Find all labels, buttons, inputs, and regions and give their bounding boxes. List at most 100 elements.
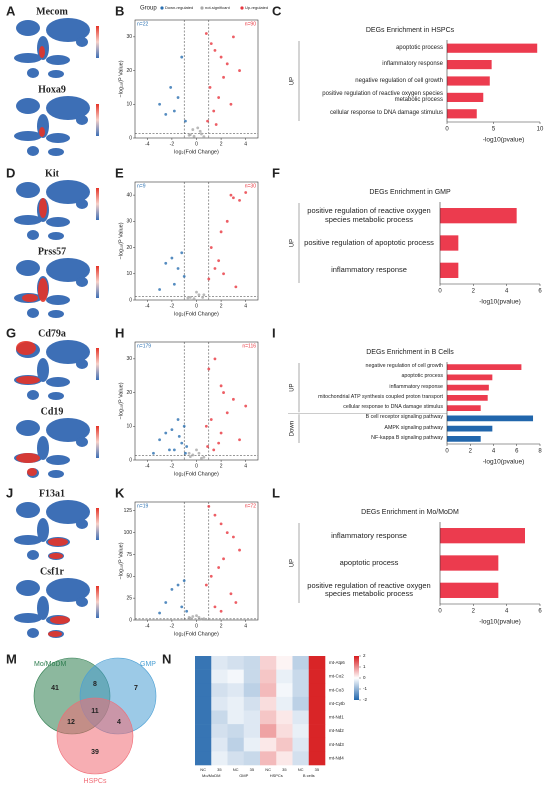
panel-label: B (115, 3, 124, 18)
heatmap-cell (195, 683, 212, 698)
point (209, 418, 213, 421)
point (197, 293, 201, 297)
x-axis-label: log₂(Fold Change) (174, 631, 219, 637)
heatmap-cell (260, 737, 277, 752)
point (234, 601, 238, 604)
point (232, 35, 235, 39)
point (180, 251, 184, 255)
y-tick-label: 25 (126, 595, 132, 601)
bar (440, 262, 459, 278)
heatmap-cell (195, 710, 212, 725)
label-box: negative regulation of cell growth (366, 363, 443, 369)
umap-expression (27, 468, 37, 476)
point (200, 132, 203, 136)
heatmap-cell (211, 683, 228, 698)
heatmap-cell (292, 710, 310, 725)
column-label: NC (233, 767, 239, 772)
y-tick-label: 0 (129, 135, 132, 141)
y-axis-label: −log₁₀(P Value) (118, 222, 124, 259)
heatmap-cell (227, 710, 245, 725)
x-tick-label: 0 (445, 449, 449, 455)
umap-cluster (76, 597, 88, 607)
heatmap-cell (243, 737, 261, 752)
bar (440, 208, 517, 224)
umap-expression (48, 631, 62, 637)
point (234, 285, 238, 289)
point (229, 592, 233, 596)
plot-frame (134, 19, 259, 139)
y-tick-label: 40 (126, 192, 132, 198)
point (184, 119, 187, 123)
point (168, 448, 171, 452)
panel-label: G (6, 325, 16, 340)
bar (447, 415, 534, 422)
umap-cluster (46, 418, 90, 442)
column-label: NC (265, 767, 271, 772)
umap-cluster (76, 277, 88, 287)
gene-name: Cd79a (38, 328, 66, 339)
umap-cluster (46, 578, 90, 602)
point (225, 411, 229, 415)
point (180, 55, 184, 59)
heatmap-cell (227, 656, 245, 670)
chart-title: DEGs Enrichment in Mo/MoDM (361, 509, 459, 516)
scale-tick-label: 1 (363, 664, 366, 669)
column-label: 35 (217, 767, 222, 772)
x-tick-label: -2 (170, 623, 175, 629)
heatmap-cell (211, 696, 228, 711)
panel-label: F (272, 165, 280, 180)
expression-colorbar (96, 348, 99, 380)
label-box: negative regulation of cell growth (355, 78, 443, 84)
heatmap-cell (308, 710, 326, 725)
point (185, 609, 189, 613)
expression-colorbar (96, 426, 99, 458)
gene-name: Mecom (36, 6, 68, 17)
heatmap-cell (227, 696, 245, 711)
gene-name: Csf1r (40, 566, 64, 577)
expression-colorbar (96, 266, 99, 298)
point (200, 456, 203, 460)
point (197, 451, 201, 455)
umap-cluster (27, 68, 39, 78)
bar (447, 405, 481, 411)
label-box: cellular response to DNA damage stimulus (330, 110, 443, 116)
umap-cluster (46, 295, 70, 305)
label-box: positive regulation of reactive oxygen s… (307, 581, 430, 598)
heatmap-cell (260, 710, 277, 725)
point (213, 357, 217, 361)
point (202, 135, 206, 139)
label-box: AMPK signaling pathway (384, 425, 443, 431)
point (164, 601, 168, 604)
point (219, 522, 223, 526)
point (225, 62, 229, 66)
y-tick-label: 0 (129, 457, 132, 463)
point (164, 113, 168, 116)
heatmap-cell (211, 669, 228, 684)
point (201, 295, 205, 299)
term-label: inflammatory response (331, 265, 407, 275)
heatmap-cell (243, 656, 261, 670)
umap-cluster (27, 628, 39, 638)
row-label: mt-Nd2 (329, 728, 344, 733)
point (214, 123, 218, 126)
term-label: inflammatory response (382, 61, 443, 68)
heatmap-cell (195, 669, 212, 684)
panel-label: J (6, 485, 13, 500)
point (202, 617, 206, 621)
point (192, 134, 196, 138)
column-label: 35 (315, 767, 320, 772)
scale-tick-label: 0 (363, 675, 366, 680)
point (244, 191, 248, 194)
point (204, 32, 208, 35)
point (213, 48, 217, 52)
umap-cluster (76, 437, 88, 447)
x-tick-label: 4 (244, 463, 247, 469)
row-label: mt-Atp6 (329, 660, 345, 665)
point (202, 455, 206, 459)
point (158, 438, 162, 442)
umap-cluster (46, 455, 70, 465)
label-box: NF-kappa B signaling pathway (371, 435, 443, 441)
umap-cluster (46, 96, 90, 120)
umap-cluster (46, 258, 90, 282)
